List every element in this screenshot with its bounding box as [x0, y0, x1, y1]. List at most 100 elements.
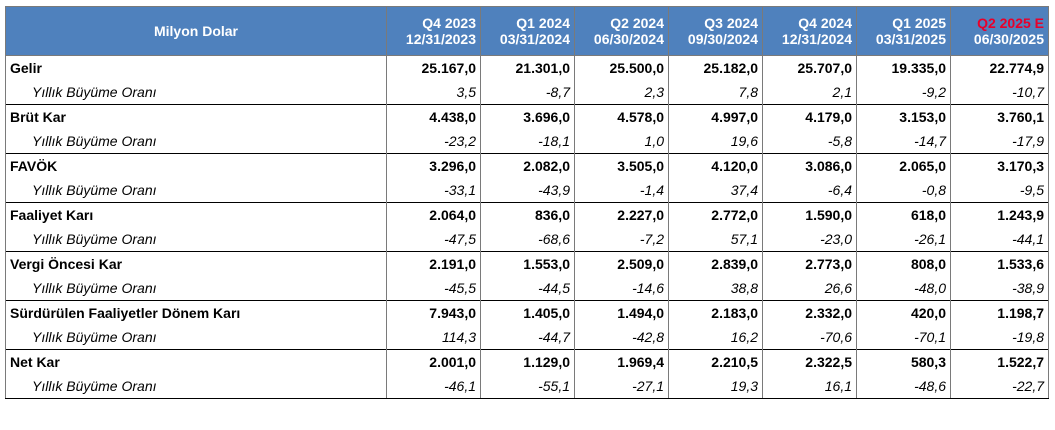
growth-value-cell: -44,5 — [480, 276, 575, 301]
metric-value-cell: 420,0 — [856, 300, 951, 325]
growth-row: Yıllık Büyüme Oranı -23,2 -18,1 1,0 19,6 -5,8… — [5, 129, 1049, 154]
metric-value-cell: 21.301,0 — [480, 55, 575, 80]
growth-value-cell: -44,1 — [950, 227, 1049, 252]
growth-value-cell: -27,1 — [574, 374, 669, 399]
metric-value-cell: 1.405,0 — [480, 300, 575, 325]
column-header-date: 03/31/2024 — [480, 31, 575, 56]
metric-value-cell: 3.170,3 — [950, 153, 1049, 178]
metric-name: Faaliyet Karı — [5, 202, 387, 227]
column-header-quarter: Q3 2024 — [668, 6, 763, 31]
growth-value-cell: 3,5 — [386, 80, 481, 105]
metric-value-cell: 3.505,0 — [574, 153, 669, 178]
metric-value-cell: 25.707,0 — [762, 55, 857, 80]
growth-label: Yıllık Büyüme Oranı — [5, 129, 387, 154]
growth-label: Yıllık Büyüme Oranı — [5, 178, 387, 203]
table-header: Milyon Dolar Q4 2023 Q1 2024 Q2 2024 Q3 202… — [5, 6, 1049, 56]
column-header-date: 12/31/2024 — [762, 31, 857, 56]
table-body: Gelir 25.167,0 21.301,0 25.500,0 25.182,0 25.… — [5, 55, 1049, 399]
metric-value-cell: 580,3 — [856, 349, 951, 374]
financial-summary-table: Milyon Dolar Q4 2023 Q1 2024 Q2 2024 Q3 202… — [5, 6, 1049, 399]
metric-value-cell: 4.179,0 — [762, 104, 857, 129]
metric-value-cell: 2.322,5 — [762, 349, 857, 374]
growth-value-cell: -48,6 — [856, 374, 951, 399]
metric-value-cell: 2.772,0 — [668, 202, 763, 227]
growth-value-cell: -38,9 — [950, 276, 1049, 301]
growth-row: Yıllık Büyüme Oranı -46,1 -55,1 -27,1 19,3 16… — [5, 374, 1049, 399]
metric-row: Vergi Öncesi Kar 2.191,0 1.553,0 2.509,0 2.8… — [5, 251, 1049, 276]
metric-value-cell: 1.969,4 — [574, 349, 669, 374]
metric-value-cell: 3.153,0 — [856, 104, 951, 129]
financial-table-container: Milyon Dolar Q4 2023 Q1 2024 Q2 2024 Q3 202… — [5, 6, 1049, 399]
metric-value-cell: 1.243,9 — [950, 202, 1049, 227]
metric-value-cell: 2.210,5 — [668, 349, 763, 374]
growth-value-cell: 57,1 — [668, 227, 763, 252]
metric-row: Faaliyet Karı 2.064,0 836,0 2.227,0 2.772,0 1… — [5, 202, 1049, 227]
metric-row: Sürdürülen Faaliyetler Dönem Karı 7.943,0… — [5, 300, 1049, 325]
growth-row: Yıllık Büyüme Oranı -45,5 -44,5 -14,6 38,8 26… — [5, 276, 1049, 301]
growth-value-cell: -19,8 — [950, 325, 1049, 350]
growth-value-cell: -22,7 — [950, 374, 1049, 399]
growth-value-cell: -1,4 — [574, 178, 669, 203]
metric-value-cell: 1.553,0 — [480, 251, 575, 276]
growth-value-cell: -70,6 — [762, 325, 857, 350]
metric-value-cell: 3.696,0 — [480, 104, 575, 129]
column-header-quarter: Q4 2023 — [386, 6, 481, 31]
metric-row: Gelir 25.167,0 21.301,0 25.500,0 25.182,0 25.… — [5, 55, 1049, 80]
growth-row: Yıllık Büyüme Oranı -33,1 -43,9 -1,4 37,4 -6,… — [5, 178, 1049, 203]
growth-value-cell: -7,2 — [574, 227, 669, 252]
growth-row: Yıllık Büyüme Oranı 114,3 -44,7 -42,8 16,2 -7… — [5, 325, 1049, 350]
column-header-quarter: Q1 2025 — [856, 6, 951, 31]
column-header-date: 06/30/2024 — [574, 31, 669, 56]
metric-value-cell: 2.227,0 — [574, 202, 669, 227]
metric-value-cell: 7.943,0 — [386, 300, 481, 325]
growth-value-cell: 2,3 — [574, 80, 669, 105]
metric-value-cell: 618,0 — [856, 202, 951, 227]
growth-value-cell: 2,1 — [762, 80, 857, 105]
growth-value-cell: 16,2 — [668, 325, 763, 350]
metric-value-cell: 2.509,0 — [574, 251, 669, 276]
metric-value-cell: 3.760,1 — [950, 104, 1049, 129]
metric-name: Brüt Kar — [5, 104, 387, 129]
growth-value-cell: -47,5 — [386, 227, 481, 252]
growth-row: Yıllık Büyüme Oranı -47,5 -68,6 -7,2 57,1 -23… — [5, 227, 1049, 252]
growth-value-cell: 16,1 — [762, 374, 857, 399]
metric-row: Net Kar 2.001,0 1.129,0 1.969,4 2.210,5 2.322… — [5, 349, 1049, 374]
growth-value-cell: -23,0 — [762, 227, 857, 252]
metric-value-cell: 1.494,0 — [574, 300, 669, 325]
metric-value-cell: 2.773,0 — [762, 251, 857, 276]
column-header-quarter: Q2 2024 — [574, 6, 669, 31]
metric-value-cell: 1.198,7 — [950, 300, 1049, 325]
growth-value-cell: -6,4 — [762, 178, 857, 203]
growth-value-cell: -5,8 — [762, 129, 857, 154]
growth-label: Yıllık Büyüme Oranı — [5, 80, 387, 105]
metric-value-cell: 25.182,0 — [668, 55, 763, 80]
growth-value-cell: -8,7 — [480, 80, 575, 105]
metric-value-cell: 808,0 — [856, 251, 951, 276]
growth-value-cell: -18,1 — [480, 129, 575, 154]
metric-value-cell: 1.533,6 — [950, 251, 1049, 276]
growth-value-cell: 37,4 — [668, 178, 763, 203]
metric-value-cell: 1.129,0 — [480, 349, 575, 374]
unit-label-header: Milyon Dolar — [5, 6, 387, 56]
metric-value-cell: 2.065,0 — [856, 153, 951, 178]
growth-value-cell: -17,9 — [950, 129, 1049, 154]
metric-value-cell: 22.774,9 — [950, 55, 1049, 80]
metric-value-cell: 2.191,0 — [386, 251, 481, 276]
growth-value-cell: 19,3 — [668, 374, 763, 399]
metric-value-cell: 4.578,0 — [574, 104, 669, 129]
growth-value-cell: -9,5 — [950, 178, 1049, 203]
metric-value-cell: 2.082,0 — [480, 153, 575, 178]
metric-value-cell: 1.590,0 — [762, 202, 857, 227]
growth-value-cell: -68,6 — [480, 227, 575, 252]
growth-value-cell: 7,8 — [668, 80, 763, 105]
column-header-date: 03/31/2025 — [856, 31, 951, 56]
growth-value-cell: -70,1 — [856, 325, 951, 350]
metric-value-cell: 2.001,0 — [386, 349, 481, 374]
metric-value-cell: 4.120,0 — [668, 153, 763, 178]
column-header-quarter: Q4 2024 — [762, 6, 857, 31]
metric-value-cell: 19.335,0 — [856, 55, 951, 80]
growth-value-cell: -46,1 — [386, 374, 481, 399]
column-header-date: 06/30/2025 — [950, 31, 1049, 56]
growth-value-cell: -14,7 — [856, 129, 951, 154]
column-header-date: 09/30/2024 — [668, 31, 763, 56]
